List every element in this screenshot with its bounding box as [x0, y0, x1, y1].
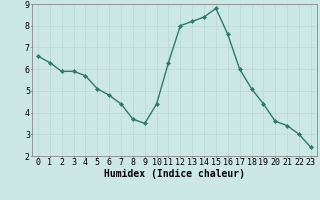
X-axis label: Humidex (Indice chaleur): Humidex (Indice chaleur) [104, 168, 245, 179]
